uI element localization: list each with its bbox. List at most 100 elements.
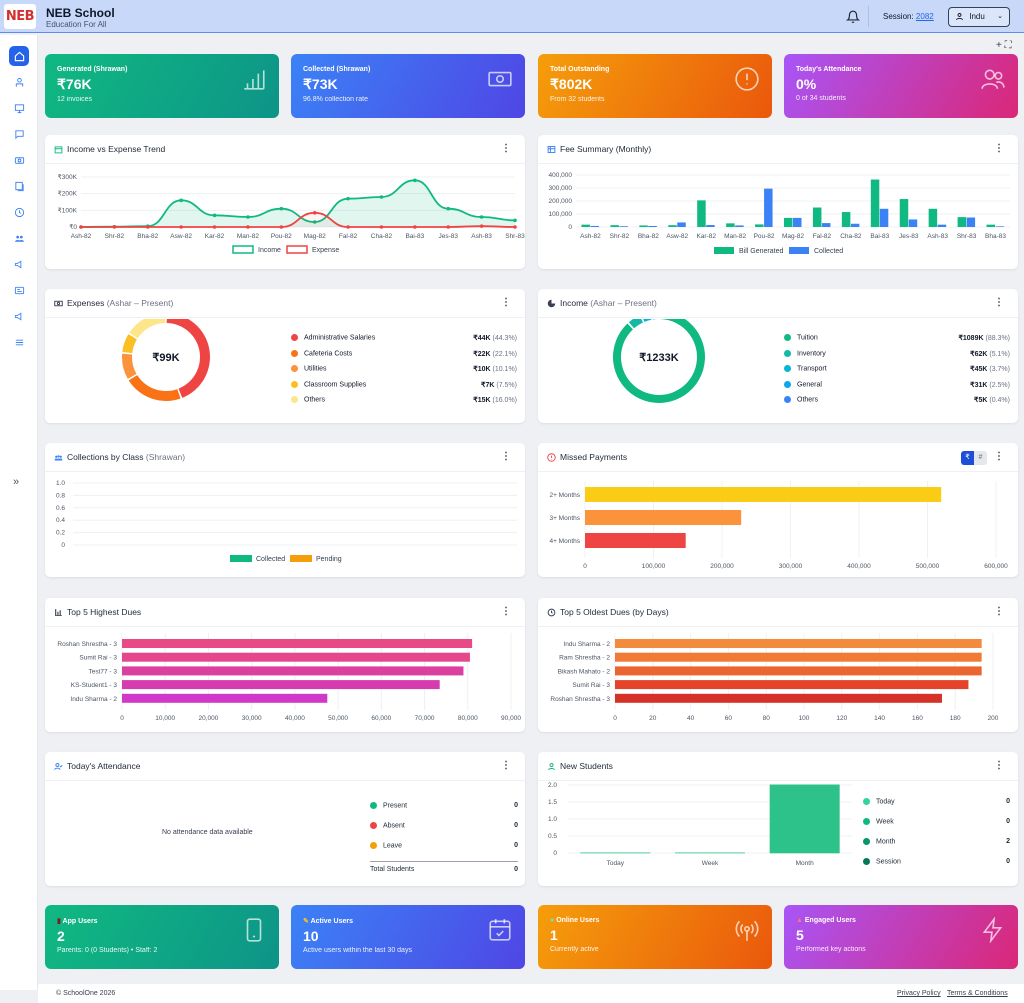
y-tick-label: 0 (553, 850, 557, 857)
bar (610, 225, 619, 227)
x-tick-label: 70,000 (415, 715, 435, 722)
more-options-icon[interactable]: ⋮ (994, 143, 1004, 154)
currency-count-toggle[interactable]: ₹ # (961, 451, 987, 465)
stat-card-attendance[interactable]: Today's Attendance 0% 0 of 34 students (784, 54, 1018, 118)
sidebar-item-reports[interactable] (9, 280, 29, 300)
new-students-label: Week (876, 818, 894, 826)
more-options-icon[interactable]: ⋮ (501, 606, 511, 617)
legend-label: Others (304, 396, 326, 404)
y-tick-label: 2.0 (548, 782, 557, 789)
sidebar-item-messages[interactable] (9, 124, 29, 144)
sidebar-item-attendance[interactable] (9, 202, 29, 222)
card-collections-class: Collections by Class (Shrawan) ⋮ 0 0.2 0.4… (45, 443, 525, 577)
toggle-currency[interactable]: ₹ (961, 451, 974, 465)
stat-card-generated[interactable]: Generated (Shrawan) ₹76K 12 invoices (45, 54, 279, 118)
new-students-value: 0 (1006, 818, 1010, 825)
more-options-icon[interactable]: ⋮ (994, 451, 1004, 462)
data-point (246, 225, 250, 229)
session-link[interactable]: 2082 (915, 12, 934, 21)
card-oldest-dues: Top 5 Oldest Dues (by Days) ⋮ 0 20 40 60 80 1… (538, 598, 1018, 732)
bar (706, 225, 715, 227)
legend-label: Pending (316, 556, 342, 563)
x-tick-label: 200,000 (710, 563, 734, 570)
legend-label: Collected (256, 556, 285, 563)
bar (122, 666, 464, 676)
x-tick-label: 600,000 (984, 563, 1008, 570)
sidebar-item-menu[interactable] (9, 332, 29, 352)
sidebar-item-home[interactable] (9, 46, 29, 66)
bar (590, 225, 599, 227)
new-students-row-today: Today 0 (863, 798, 1010, 818)
presentation-icon (14, 103, 24, 113)
more-options-icon[interactable]: ⋮ (994, 760, 1004, 771)
more-options-icon[interactable]: ⋮ (501, 297, 511, 308)
sidebar-item-notices[interactable] (9, 306, 29, 326)
y-tick-label: ₹100K (58, 206, 78, 214)
stat-card-active-users[interactable]: ✎ Active Users 10 Active users within th… (291, 905, 525, 969)
group-icon (54, 455, 63, 461)
legend-item: General ₹31K (2.5%) (784, 380, 1010, 389)
legend-dot (784, 334, 791, 341)
stat-value: 10 (303, 928, 319, 944)
donut-slice (122, 353, 137, 379)
bell-icon[interactable] (846, 10, 860, 24)
data-point (212, 225, 217, 229)
calendar-icon (54, 146, 63, 154)
bar (957, 217, 967, 227)
donut-slice (122, 334, 137, 354)
x-tick-label: 100 (799, 715, 810, 722)
card-title: Expenses (67, 298, 105, 308)
legend-amount: ₹5K (0.4%) (974, 397, 1010, 404)
y-tick-label: Indu Sharma - 2 (563, 641, 610, 648)
expand-sidebar-icon[interactable]: » (13, 476, 20, 488)
more-options-icon[interactable]: ⋮ (501, 143, 511, 154)
more-options-icon[interactable]: ⋮ (994, 297, 1004, 308)
sidebar-item-library[interactable] (9, 176, 29, 196)
stat-card-engaged-users[interactable]: ▲ Engaged Users 5 Performed key actions (784, 905, 1018, 969)
expenses-donut: ₹99K (122, 319, 210, 401)
bar (668, 225, 677, 227)
bar (850, 223, 860, 227)
sidebar-item-fees[interactable] (9, 150, 29, 170)
bar (879, 208, 889, 227)
legend-dot (291, 365, 298, 372)
calendar-check-icon (489, 919, 511, 941)
more-options-icon[interactable]: ⋮ (994, 606, 1004, 617)
sidebar-item-announcements[interactable] (9, 254, 29, 274)
bar (122, 680, 440, 690)
school-logo[interactable]: NEB (4, 4, 36, 29)
oldest-dues-chart: 0 20 40 60 80 100 120 140 160 180 200 Indu Sharma -… (550, 633, 999, 722)
stat-card-app-users[interactable]: ▮ App Users 2 Parents: 0 (0 Students) • … (45, 905, 279, 969)
y-tick-label: Test77 - 3 (88, 668, 117, 675)
bar (937, 224, 947, 227)
terms-link[interactable]: Terms & Conditions (947, 990, 1008, 997)
more-options-icon[interactable]: ⋮ (501, 760, 511, 771)
logo-text: NEB (5, 9, 35, 24)
x-tick-label: 80,000 (458, 715, 478, 722)
more-options-icon[interactable]: ⋮ (501, 451, 511, 462)
add-widget-icon[interactable]: + (996, 40, 1002, 51)
data-point (479, 224, 484, 228)
user-menu-button[interactable]: Indu ⌄ (948, 7, 1010, 27)
x-tick-label: Month (796, 860, 814, 867)
toggle-count[interactable]: # (974, 451, 987, 465)
sidebar-item-classes[interactable] (9, 98, 29, 118)
x-tick-label: 20 (649, 715, 657, 722)
bar (735, 225, 744, 227)
privacy-link[interactable]: Privacy Policy (897, 990, 941, 997)
data-point (513, 225, 517, 229)
y-tick-label: 3+ Months (549, 515, 580, 522)
income-donut: ₹1233K (613, 319, 705, 403)
x-tick-label: Bha-83 (985, 233, 1006, 240)
y-tick-label: 0.5 (548, 833, 557, 840)
stat-card-collected[interactable]: Collected (Shrawan) ₹73K 96.8% collectio… (291, 54, 525, 118)
stat-card-outstanding[interactable]: Total Outstanding ₹802K From 32 students (538, 54, 772, 118)
card-title: Income (560, 298, 588, 308)
stat-card-online-users[interactable]: ● Online Users 1 Currently active (538, 905, 772, 969)
fullscreen-icon[interactable]: ⛶ (1004, 40, 1012, 51)
sidebar-item-students[interactable] (9, 72, 29, 92)
bar (677, 222, 686, 227)
sidebar-item-staff[interactable] (9, 228, 29, 248)
cash-icon (488, 71, 512, 87)
data-point (112, 225, 117, 229)
